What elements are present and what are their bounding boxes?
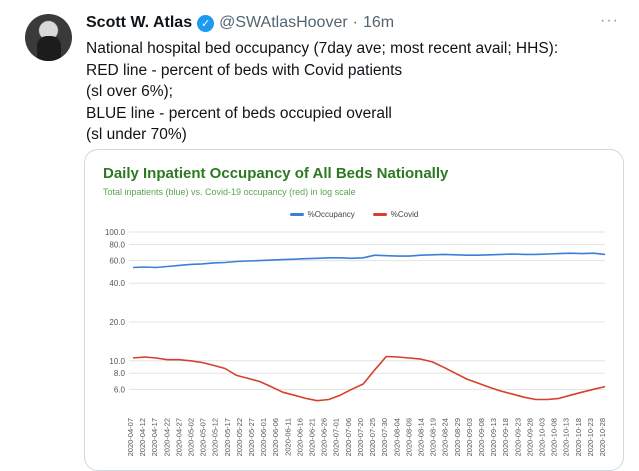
x-tick-label: 2020-08-14	[416, 418, 425, 456]
tweet-text: National hospital bed occupancy (7day av…	[86, 38, 606, 146]
avatar[interactable]	[25, 14, 72, 61]
x-tick-label: 2020-06-21	[308, 418, 317, 456]
x-tick-label: 2020-07-30	[380, 418, 389, 456]
tweet-timestamp[interactable]: 16m	[363, 14, 395, 31]
more-options-icon[interactable]: ···	[600, 12, 619, 29]
x-tick-label: 2020-06-06	[271, 418, 280, 456]
tweet-text-line: (sl over 6%);	[86, 83, 173, 100]
x-tick-label: 2020-09-03	[465, 418, 474, 456]
legend-item-covid: %Covid	[372, 210, 419, 219]
x-tick-label: 2020-10-03	[537, 418, 546, 456]
y-tick-label: 8.0	[114, 369, 126, 378]
author-name[interactable]: Scott W. Atlas	[86, 14, 193, 31]
x-tick-label: 2020-06-11	[283, 418, 292, 456]
x-tick-label: 2020-07-20	[356, 418, 365, 456]
legend-item-occupancy: %Occupancy	[289, 210, 355, 219]
x-tick-label: 2020-04-07	[126, 418, 135, 456]
y-tick-label: 40.0	[109, 279, 125, 288]
y-tick-label: 100.0	[105, 228, 126, 237]
x-tick-label: 2020-04-22	[162, 418, 171, 456]
x-tick-label: 2020-10-28	[598, 418, 607, 456]
y-tick-label: 6.0	[114, 385, 126, 394]
tweet-text-line: (sl under 70%)	[86, 126, 187, 143]
x-tick-label: 2020-05-07	[199, 418, 208, 456]
chart-title: Daily Inpatient Occupancy of All Beds Na…	[103, 165, 449, 182]
chart-image-card[interactable]: Daily Inpatient Occupancy of All Beds Na…	[84, 149, 624, 471]
author-handle[interactable]: @SWAtlasHoover	[219, 14, 348, 31]
tweet-text-line: BLUE line - percent of beds occupied ove…	[86, 104, 392, 122]
x-tick-label: 2020-08-24	[441, 418, 450, 456]
x-tick-label: 2020-09-28	[525, 418, 534, 456]
x-tick-label: 2020-06-26	[320, 418, 329, 456]
legend-swatch-occupancy	[289, 213, 304, 216]
chart-subtitle: Total inpatients (blue) vs. Covid-19 occ…	[103, 187, 356, 197]
x-tick-label: 2020-07-06	[344, 418, 353, 456]
line-chart: 100.0 80.0 60.0 40.0 20.0 10.0 8.0 6.0 2020-04-0…	[105, 228, 607, 456]
y-tick-label: 60.0	[109, 257, 125, 266]
x-tick-label: 2020-07-25	[368, 418, 377, 456]
y-tick-label: 20.0	[109, 318, 125, 327]
x-tick-label: 2020-08-04	[392, 418, 401, 456]
x-tick-label: 2020-05-02	[187, 418, 196, 456]
x-tick-label: 2020-05-17	[223, 418, 232, 456]
x-tick-label: 2020-04-17	[150, 418, 159, 456]
x-tick-label: 2020-09-23	[513, 418, 522, 456]
x-tick-label: 2020-06-16	[295, 418, 304, 456]
x-tick-label: 2020-04-27	[174, 418, 183, 456]
x-tick-label: 2020-05-12	[211, 418, 220, 456]
verified-badge-icon: ✓	[197, 14, 215, 32]
x-tick-label: 2020-04-12	[138, 418, 147, 456]
x-tick-label: 2020-07-01	[332, 418, 341, 456]
tweet-text-line: National hospital bed occupancy (7day av…	[86, 40, 559, 57]
y-tick-label: 80.0	[109, 240, 125, 249]
tweet-text-line: RED line - percent of beds with Covid pa…	[86, 61, 403, 79]
covid-series-line	[132, 355, 606, 402]
x-tick-label: 2020-08-19	[429, 418, 438, 456]
legend-swatch-covid	[372, 213, 387, 216]
x-tick-label: 2020-09-08	[477, 418, 486, 456]
occupancy-series-line	[132, 252, 606, 269]
legend-label-covid: %Covid	[390, 210, 419, 219]
x-tick-label: 2020-10-13	[562, 418, 571, 456]
y-tick-label: 10.0	[109, 357, 125, 366]
x-tick-label: 2020-09-13	[489, 418, 498, 456]
separator-dot: ·	[352, 14, 358, 31]
x-tick-label: 2020-08-09	[404, 418, 413, 456]
legend-label-occupancy: %Occupancy	[307, 210, 355, 219]
chart-legend: %Occupancy %Covid	[85, 210, 623, 219]
x-tick-label: 2020-10-08	[550, 418, 559, 456]
x-tick-label: 2020-06-01	[259, 418, 268, 456]
x-tick-label: 2020-09-18	[501, 418, 510, 456]
x-tick-label: 2020-05-27	[247, 418, 256, 456]
x-tick-label: 2020-10-18	[574, 418, 583, 456]
x-tick-label: 2020-10-23	[586, 418, 595, 456]
x-tick-label: 2020-05-22	[235, 418, 244, 456]
x-tick-label: 2020-08-29	[453, 418, 462, 456]
tweet-header: Scott W. Atlas ✓ @SWAtlasHoover · 16m	[86, 13, 394, 33]
